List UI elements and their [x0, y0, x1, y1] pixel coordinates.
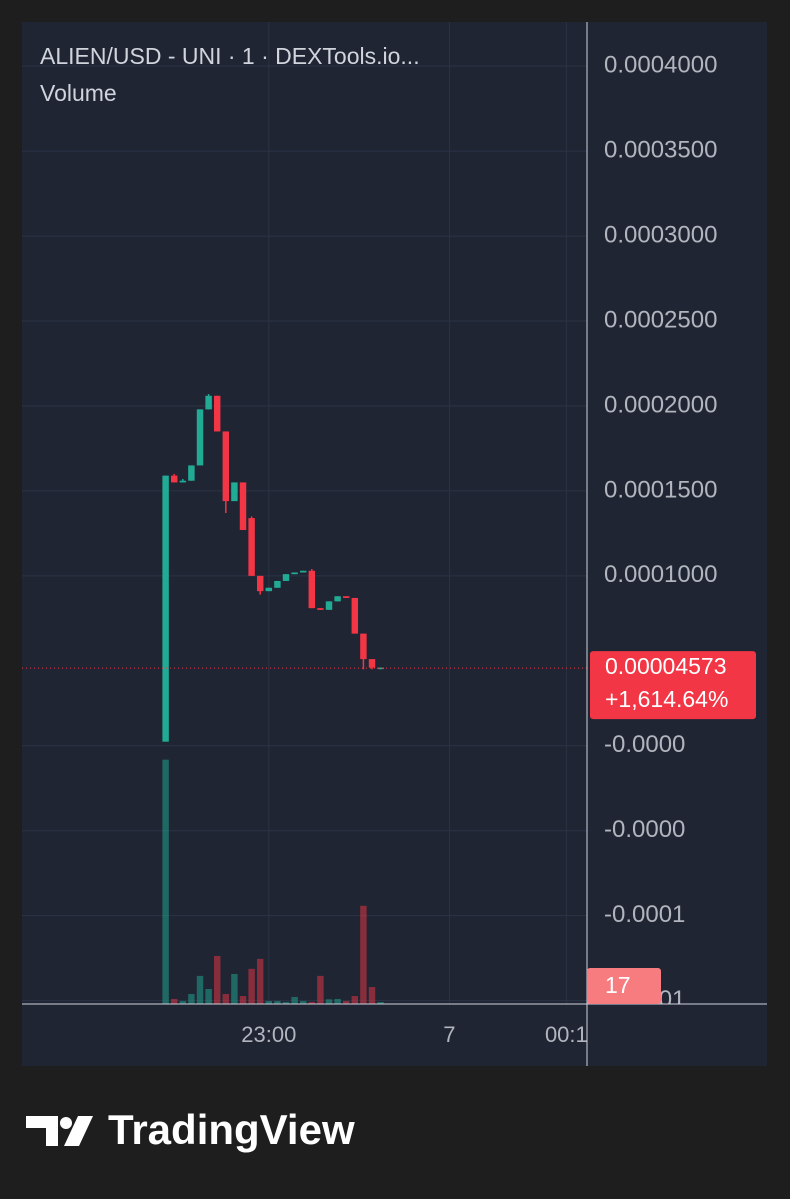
candle-body [265, 587, 273, 592]
candle-body [334, 596, 341, 602]
volume-bar [317, 975, 324, 1004]
volume-bar [162, 759, 169, 1004]
y-tick-label: -0.0001 [604, 901, 685, 928]
candle-body [205, 395, 212, 410]
last-price-box [590, 651, 756, 720]
volume-bar [222, 994, 230, 1004]
volume-legend: Volume [40, 80, 117, 106]
candle-body [360, 633, 367, 660]
volume-bar [205, 989, 212, 1004]
y-tick-label: 0.0004000 [604, 52, 717, 79]
candle-body [239, 482, 247, 530]
volume-bar [179, 1000, 187, 1004]
y-tick-label: -0.0000 [604, 731, 685, 758]
y-tick-label: 0.0002000 [604, 391, 717, 418]
last-volume-label: 17 [605, 972, 631, 998]
chart-panel [22, 22, 767, 1066]
candle-body [256, 575, 264, 592]
candle-body [291, 572, 298, 575]
candle-body [282, 574, 290, 581]
y-tick-label: 0.0001000 [604, 561, 717, 588]
candle-body [351, 597, 359, 634]
candle-body [213, 395, 221, 432]
x-tick-label: 7 [443, 1022, 455, 1047]
last-price-label: 0.00004573 [605, 653, 727, 679]
candle-body [231, 482, 238, 502]
y-tick-label: 0.0002500 [604, 306, 717, 333]
candle-body [222, 431, 230, 502]
volume-bar [291, 996, 298, 1004]
x-tick-label: 23:00 [241, 1022, 296, 1047]
volume-bar [170, 998, 178, 1004]
last-change-label: +1,614.64% [605, 686, 728, 712]
volume-bar [334, 998, 341, 1004]
candle-body [196, 409, 204, 466]
volume-bar [239, 996, 247, 1004]
brand-logo [26, 1116, 93, 1146]
candle-body [188, 465, 195, 481]
candle-body [179, 480, 187, 483]
volume-bar [256, 958, 264, 1004]
y-tick-label: 0.0001500 [604, 476, 717, 503]
brand-name: TradingView [108, 1106, 355, 1153]
volume-bar [351, 996, 359, 1004]
volume-bar [368, 987, 376, 1004]
candle-body [368, 659, 376, 668]
candle-body [377, 667, 384, 670]
y-tick-label: -0.0000 [604, 816, 685, 843]
last-volume-box [587, 968, 661, 1004]
candle-body [342, 596, 350, 598]
volume-bar [231, 974, 238, 1004]
volume-bar [282, 1002, 290, 1004]
volume-bar [248, 968, 255, 1004]
candle-body [274, 580, 281, 588]
x-tick-label: 00:1 [545, 1022, 588, 1047]
volume-bar [360, 905, 367, 1004]
y-tick-label: 0.0003500 [604, 136, 717, 163]
volume-bar [196, 975, 204, 1004]
candle-body [317, 608, 324, 610]
volume-bar [213, 955, 221, 1004]
candle-body [248, 518, 255, 576]
volume-bar [377, 1002, 384, 1004]
chart-title: ALIEN/USD - UNI · 1 · DEXTools.io... [40, 43, 420, 69]
candle-body [162, 475, 169, 742]
candle-body [325, 601, 333, 610]
candle-body [170, 475, 178, 483]
volume-bar [308, 1002, 316, 1004]
volume-bar [342, 1000, 350, 1004]
volume-bar [188, 994, 195, 1004]
volume-bar [274, 1000, 281, 1004]
volume-bar [299, 1000, 307, 1004]
volume-bar [325, 999, 333, 1004]
volume-bar [265, 1000, 273, 1004]
candle-body [308, 570, 316, 609]
candle-body [299, 570, 307, 573]
y-tick-label: 0.0003000 [604, 221, 717, 248]
